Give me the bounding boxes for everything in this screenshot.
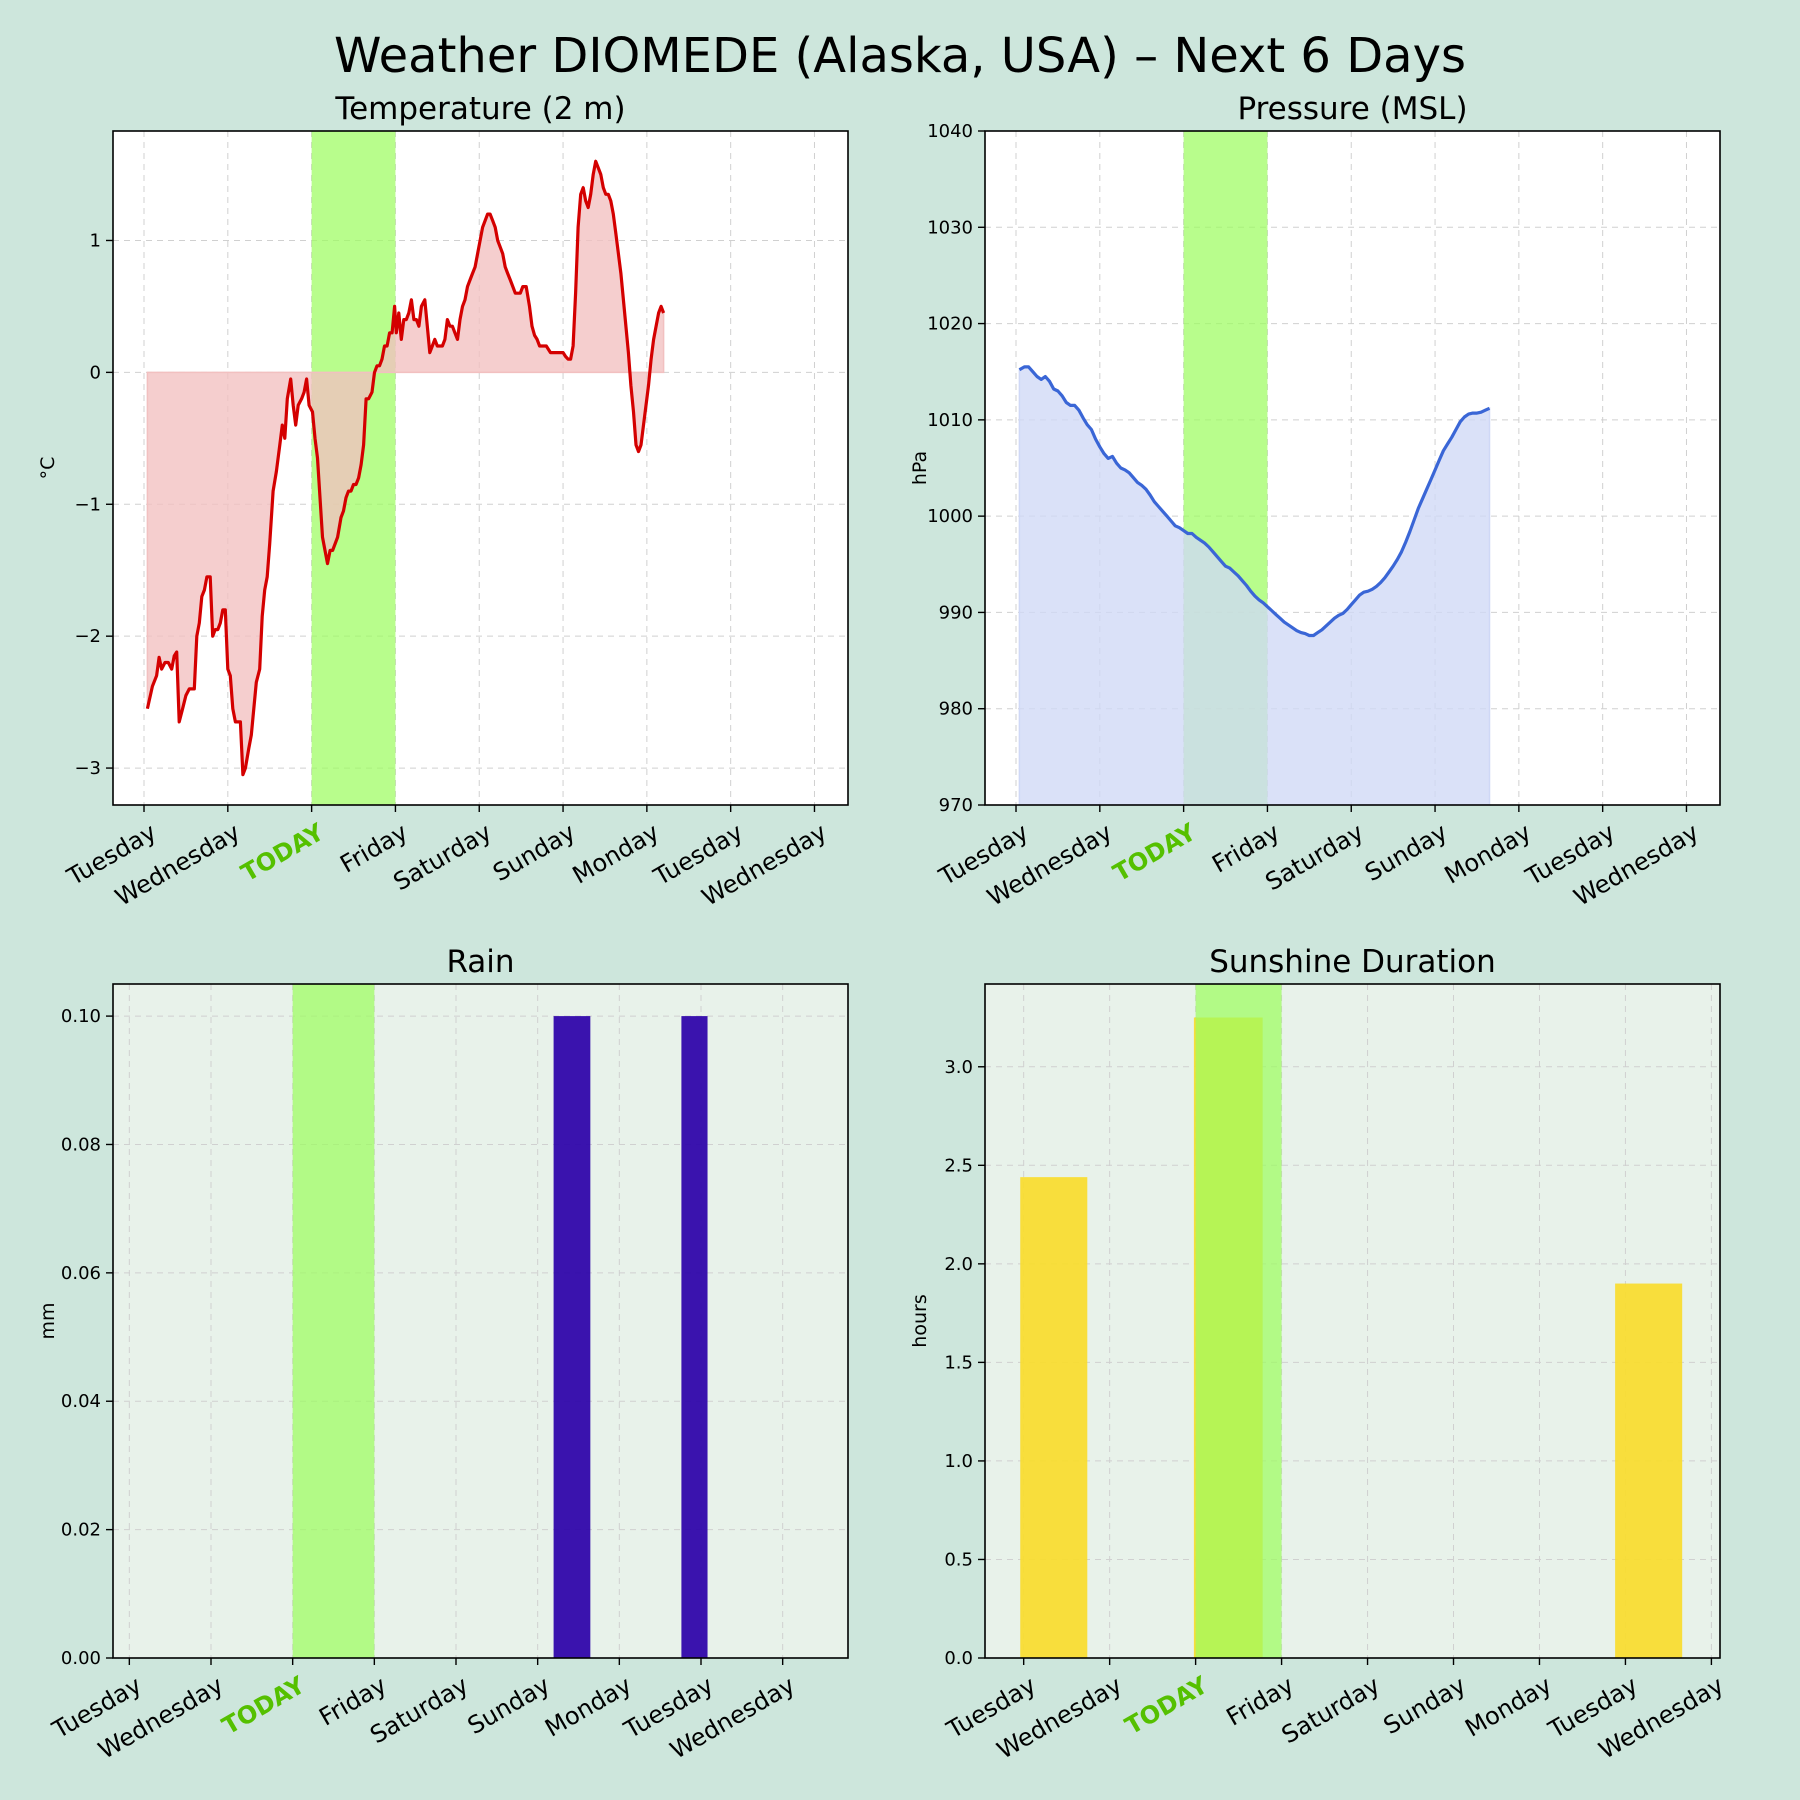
- temperature-ytick-label: −2: [74, 626, 101, 647]
- rain-ytick-label: 0.04: [61, 1391, 101, 1412]
- sunshine-ylabel: hours: [909, 1294, 931, 1347]
- pressure-xtick-label: TODAY: [1108, 818, 1201, 888]
- pressure-ytick-label: 1010: [927, 410, 973, 431]
- sunshine-xtick-label: Saturday: [1277, 1671, 1385, 1749]
- pressure-ytick-label: 990: [939, 602, 973, 623]
- rain-ytick-label: 0.08: [61, 1134, 101, 1155]
- rain-ylabel: mm: [37, 1302, 59, 1339]
- rain-panel: Rain0.000.020.040.060.080.10mmTuesdayWed…: [37, 944, 849, 1765]
- sunshine-ytick-label: 1.0: [944, 1451, 973, 1472]
- rain-bar: [681, 1016, 708, 1658]
- temperature-xtick-label: Sunday: [488, 818, 580, 887]
- pressure-ytick-label: 1000: [927, 506, 973, 527]
- sunshine-ytick-label: 0.0: [944, 1648, 973, 1669]
- pressure-line: [1018, 365, 1491, 638]
- sunshine-xtick-label: Sunday: [1379, 1671, 1471, 1740]
- pressure-plot-layer: [985, 131, 1720, 805]
- sunshine-ytick-label: 1.5: [944, 1352, 973, 1373]
- temperature-ytick-label: −3: [74, 758, 101, 779]
- sunshine-ytick-label: 3.0: [944, 1057, 973, 1078]
- temperature-xtick-label: Monday: [568, 818, 664, 890]
- sunshine-ytick-label: 2.0: [944, 1254, 973, 1275]
- sunshine-ytick-label: 2.5: [944, 1155, 973, 1176]
- temperature-plot-layer: [113, 131, 848, 805]
- rain-ytick-label: 0.02: [61, 1520, 101, 1541]
- pressure-ytick-label: 980: [939, 699, 973, 720]
- pressure-ylabel: hPa: [909, 451, 931, 485]
- temperature-title: Temperature (2 m): [334, 91, 625, 127]
- rain-ytick-label: 0.10: [61, 1006, 101, 1027]
- temperature-xtick-label: TODAY: [236, 818, 329, 888]
- temperature-ylabel: °C: [37, 457, 59, 480]
- rain-xtick-label: Monday: [540, 1671, 636, 1743]
- rain-plot-layer: [113, 984, 848, 1658]
- temperature-panel: Temperature (2 m)−3−2−101°CTuesdayWednes…: [37, 91, 849, 912]
- temperature-line: [145, 159, 666, 777]
- sunshine-title: Sunshine Duration: [1209, 944, 1496, 980]
- pressure-ytick-label: 1030: [927, 217, 973, 238]
- sunshine-today-band: [1195, 984, 1282, 1658]
- rain-ytick-label: 0.06: [61, 1263, 101, 1284]
- figure-title: Weather DIOMEDE (Alaska, USA) – Next 6 D…: [334, 28, 1466, 84]
- temperature-ytick-label: 1: [90, 230, 101, 251]
- pressure-frame: [984, 130, 1721, 806]
- pressure-xtick-label: Sunday: [1360, 818, 1452, 887]
- rain-bar: [553, 1016, 591, 1658]
- rain-today-band: [292, 984, 375, 1658]
- sunshine-plot-area: [985, 984, 1720, 1658]
- pressure-ytick-label: 970: [939, 795, 973, 816]
- pressure-title: Pressure (MSL): [1237, 91, 1467, 127]
- rain-title: Rain: [446, 944, 514, 980]
- sunshine-panel: Sunshine Duration 0.0 0.5 1.0 1.5 2.0 2.5 3.0 ho…: [909, 944, 1728, 1765]
- temperature-ytick-label: −1: [74, 494, 101, 515]
- pressure-ytick-label: 1020: [927, 314, 973, 335]
- sunshine-bar: [1020, 1177, 1088, 1658]
- rain-xtick-label: TODAY: [217, 1671, 310, 1741]
- sunshine-frame: [984, 983, 1721, 1659]
- pressure-panel: Pressure (MSL) 970 980 990 1000 1010 1020 1030 1…: [909, 91, 1721, 912]
- rain-frame: [112, 983, 849, 1659]
- pressure-ytick-label: 1040: [927, 121, 973, 142]
- temperature-frame: [112, 130, 849, 806]
- sunshine-xtick-label: Monday: [1460, 1671, 1556, 1743]
- rain-xtick-label: Sunday: [463, 1671, 555, 1740]
- sunshine-bar: [1615, 1283, 1683, 1658]
- sunshine-xtick-label: TODAY: [1120, 1671, 1213, 1741]
- rain-plot-area: [113, 984, 848, 1658]
- sunshine-plot-layer: [985, 984, 1720, 1658]
- sunshine-ytick-label: 0.5: [944, 1549, 973, 1570]
- pressure-xtick-label: Monday: [1440, 818, 1536, 890]
- temperature-ytick-label: 0: [90, 362, 101, 383]
- rain-ytick-label: 0.00: [61, 1648, 101, 1669]
